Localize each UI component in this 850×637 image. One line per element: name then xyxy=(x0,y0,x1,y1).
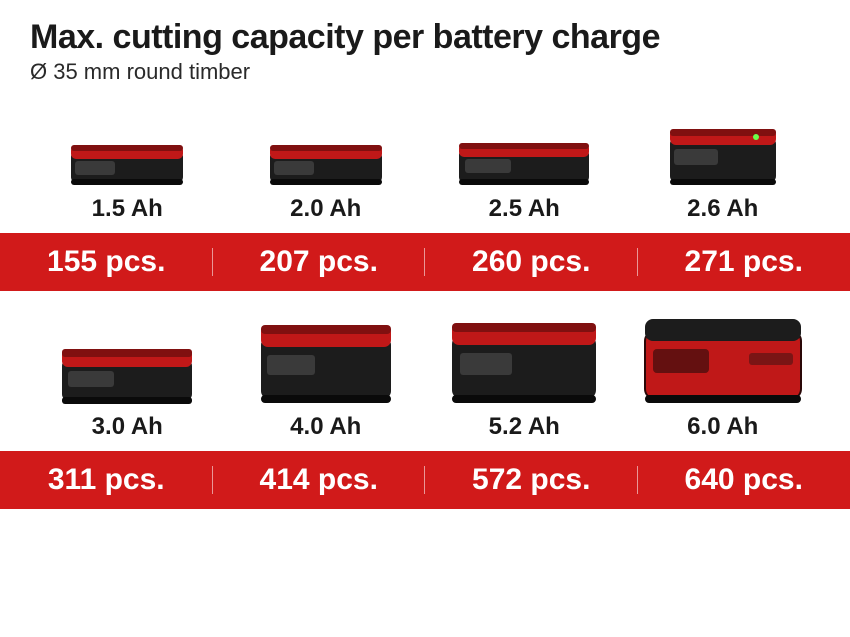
capacity-label: 2.6 Ah xyxy=(687,195,758,223)
battery-cell: 1.5 Ah xyxy=(28,125,227,223)
pieces-value: 640 pcs. xyxy=(638,463,850,497)
pieces-bar: 311 pcs. 414 pcs. 572 pcs. 640 pcs. xyxy=(0,451,850,509)
battery-cell: 2.6 Ah xyxy=(624,115,823,223)
battery-cell: 2.5 Ah xyxy=(425,125,624,223)
capacity-label: 6.0 Ah xyxy=(687,413,758,441)
battery-icon xyxy=(57,125,197,187)
page-title: Max. cutting capacity per battery charge xyxy=(0,18,850,57)
capacity-label: 1.5 Ah xyxy=(92,195,163,223)
battery-cell: 5.2 Ah xyxy=(425,311,624,441)
battery-row: 1.5 Ah 2.0 Ah xyxy=(0,103,850,223)
battery-cell: 6.0 Ah xyxy=(624,309,823,441)
pieces-value: 572 pcs. xyxy=(425,463,638,497)
battery-icon xyxy=(449,125,599,187)
row-group-1: 1.5 Ah 2.0 Ah xyxy=(0,103,850,291)
pieces-value: 271 pcs. xyxy=(638,245,850,279)
pieces-value: 260 pcs. xyxy=(425,245,638,279)
pieces-value: 207 pcs. xyxy=(213,245,426,279)
battery-cell: 4.0 Ah xyxy=(227,313,426,441)
capacity-label: 3.0 Ah xyxy=(92,413,163,441)
capacity-label: 2.0 Ah xyxy=(290,195,361,223)
pieces-bar: 155 pcs. 207 pcs. 260 pcs. 271 pcs. xyxy=(0,233,850,291)
battery-icon xyxy=(52,331,202,405)
battery-icon xyxy=(251,313,401,405)
battery-icon xyxy=(444,311,604,405)
battery-cell: 2.0 Ah xyxy=(227,125,426,223)
battery-icon xyxy=(639,309,807,405)
battery-cell: 3.0 Ah xyxy=(28,331,227,441)
capacity-label: 5.2 Ah xyxy=(489,413,560,441)
pieces-value: 311 pcs. xyxy=(0,463,213,497)
pieces-value: 414 pcs. xyxy=(213,463,426,497)
row-group-2: 3.0 Ah 4.0 Ah xyxy=(0,309,850,509)
infographic-frame: Max. cutting capacity per battery charge… xyxy=(0,0,850,637)
capacity-label: 2.5 Ah xyxy=(489,195,560,223)
battery-row: 3.0 Ah 4.0 Ah xyxy=(0,309,850,441)
battery-icon xyxy=(658,115,788,187)
pieces-value: 155 pcs. xyxy=(0,245,213,279)
battery-icon xyxy=(256,125,396,187)
page-subtitle: Ø 35 mm round timber xyxy=(0,57,850,85)
capacity-label: 4.0 Ah xyxy=(290,413,361,441)
